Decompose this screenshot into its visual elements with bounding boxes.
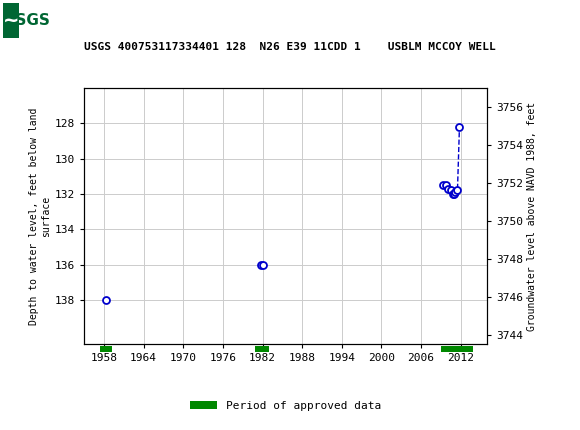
Text: USGS: USGS: [4, 13, 50, 28]
Y-axis label: Groundwater level above NAVD 1988, feet: Groundwater level above NAVD 1988, feet: [527, 101, 538, 331]
Bar: [3, 3, 19, 37]
Legend: Period of approved data: Period of approved data: [185, 396, 386, 415]
Y-axis label: Depth to water level, feet below land
surface: Depth to water level, feet below land su…: [29, 108, 50, 325]
Text: USGS 400753117334401 128  N26 E39 11CDD 1    USBLM MCCOY WELL: USGS 400753117334401 128 N26 E39 11CDD 1…: [84, 42, 496, 52]
Text: ~: ~: [3, 11, 19, 30]
Bar: [3, 3, 52, 37]
